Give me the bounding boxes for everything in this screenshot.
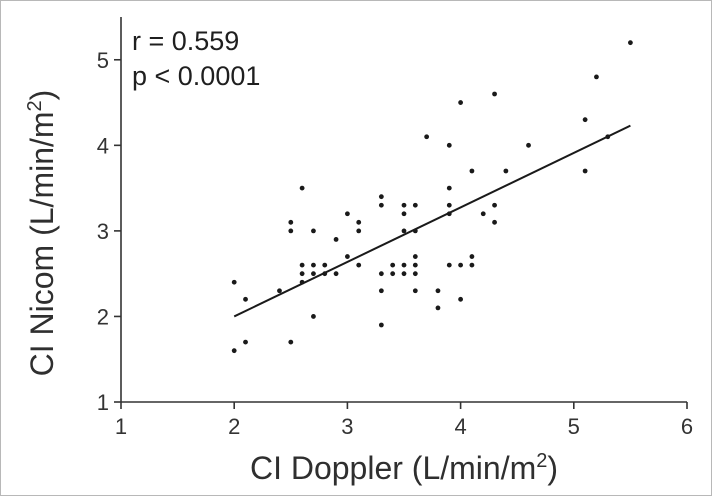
data-point (446, 185, 452, 191)
data-point (311, 228, 316, 234)
data-point (378, 288, 384, 294)
data-points (231, 40, 633, 354)
data-point (322, 262, 328, 268)
x-tick-label: 4 (454, 414, 466, 439)
data-point (503, 168, 509, 174)
x-tick-label: 3 (341, 414, 353, 439)
tick-labels: 1 2 3 4 5 6 1 2 3 4 5 (97, 48, 693, 439)
data-point (469, 254, 475, 259)
data-point (458, 296, 463, 302)
data-point (446, 262, 452, 268)
data-point (299, 262, 305, 268)
y-tick-label: 2 (97, 304, 109, 329)
data-point (594, 74, 599, 80)
data-point (390, 262, 396, 268)
x-tick-label: 5 (568, 414, 580, 439)
data-point (401, 211, 407, 217)
data-point (424, 134, 430, 140)
data-point (446, 142, 452, 148)
data-point (412, 202, 418, 208)
y-tick-label: 1 (97, 390, 109, 415)
data-point (288, 339, 294, 345)
data-point (333, 271, 339, 277)
data-point (469, 262, 475, 268)
data-point (526, 142, 531, 148)
data-point (390, 271, 396, 277)
data-point (356, 228, 362, 234)
data-point (378, 271, 384, 277)
data-point (299, 271, 305, 277)
x-tick-label: 2 (228, 414, 240, 439)
data-point (401, 202, 407, 208)
y-tick-label: 3 (97, 219, 109, 244)
data-point (333, 237, 339, 242)
data-point (311, 314, 316, 319)
annotation-p: p < 0.0001 (132, 61, 260, 91)
tick-marks (114, 58, 688, 409)
data-point (446, 202, 452, 208)
x-axis-title: CI Doppler (L/min/m2) (250, 450, 558, 486)
data-point (231, 348, 237, 354)
data-point (378, 202, 384, 208)
data-point (492, 202, 497, 208)
data-point (356, 262, 362, 268)
data-point (311, 262, 316, 268)
data-point (412, 271, 418, 277)
x-tick-label: 1 (115, 414, 127, 439)
data-point (277, 288, 282, 294)
data-point (401, 228, 407, 234)
data-point (345, 211, 350, 217)
regression-line (233, 124, 631, 318)
y-tick-label: 5 (97, 48, 109, 73)
data-point (412, 262, 418, 268)
data-point (480, 211, 486, 217)
data-point (435, 288, 441, 294)
data-point (345, 254, 350, 259)
annotation-r: r = 0.559 (132, 26, 239, 56)
data-point (378, 194, 384, 200)
data-point (435, 305, 441, 311)
y-axis-title: CI Nicom (L/min/m2) (24, 90, 60, 377)
data-point (311, 271, 316, 277)
data-point (401, 262, 407, 268)
data-point (243, 339, 248, 345)
data-point (458, 100, 463, 105)
data-point (401, 271, 407, 277)
data-point (628, 40, 633, 46)
data-point (356, 219, 362, 225)
data-point (412, 288, 418, 294)
data-point (378, 322, 384, 328)
data-point (458, 262, 463, 268)
data-point (492, 91, 497, 97)
data-point (299, 185, 305, 191)
y-tick-label: 4 (97, 133, 109, 158)
data-point (231, 279, 237, 285)
x-tick-label: 6 (681, 414, 693, 439)
data-point (582, 168, 588, 174)
data-point (288, 219, 294, 225)
data-point (492, 219, 497, 225)
data-point (288, 228, 294, 234)
data-point (582, 117, 588, 123)
axes (120, 17, 687, 403)
data-point (469, 168, 475, 174)
data-point (243, 296, 248, 302)
data-point (412, 254, 418, 259)
